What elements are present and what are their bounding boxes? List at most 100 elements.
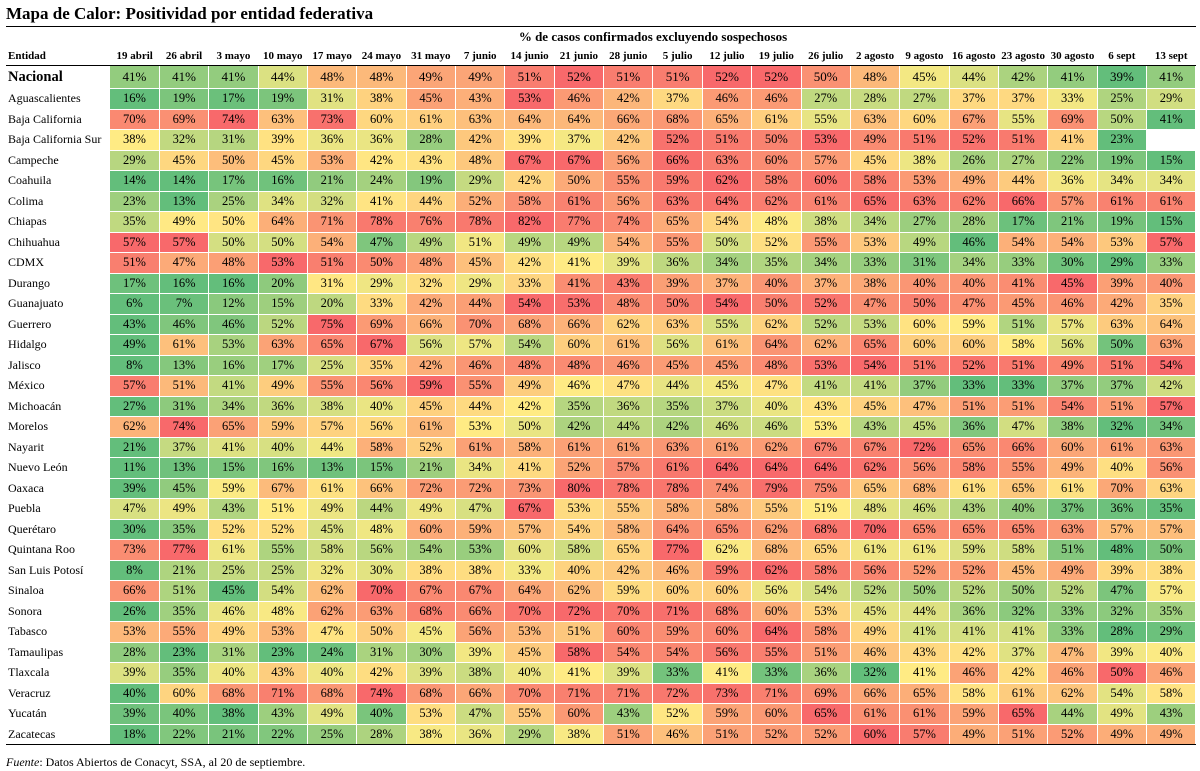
heatmap-cell: 64% [751, 457, 802, 479]
heatmap-cell: 56% [455, 621, 506, 643]
heatmap-cell: 44% [998, 170, 1049, 192]
heatmap-cell: 45% [406, 88, 457, 110]
heatmap-cell: 72% [455, 478, 506, 499]
heatmap-cell: 29% [504, 724, 555, 745]
heatmap-cell: 65% [850, 334, 901, 356]
heatmap-row: Coahuila 14% 14% 17% 16% 21% 24% 19% 29% 42% 50% 55… [6, 170, 1197, 192]
row-label: CDMX [6, 252, 110, 274]
heatmap-cell: 62% [949, 191, 999, 212]
heatmap-cell: 52% [949, 355, 999, 376]
heatmap-cell: 28% [949, 211, 999, 233]
heatmap-cell: 64% [652, 519, 703, 540]
heatmap-row: Chihuahua 57% 57% 50% 50% 54% 47% 49% 51% 49% 49% 5… [6, 232, 1197, 253]
heatmap-cell: 41% [208, 65, 259, 89]
heatmap-cell: 46% [652, 560, 703, 581]
heatmap-cell: 60% [652, 580, 703, 602]
heatmap-row: Tlaxcala 39% 35% 40% 43% 40% 42% 39% 38% 40% 41% 39… [6, 662, 1197, 684]
heatmap-cell: 48% [850, 498, 901, 520]
heatmap-cell: 42% [356, 150, 407, 171]
heatmap-cell: 46% [208, 314, 259, 335]
heatmap-cell: 49% [258, 375, 308, 397]
heatmap-cell: 52% [949, 129, 999, 151]
heatmap-cell: 40% [949, 273, 999, 294]
heatmap-cell: 28% [406, 129, 457, 151]
heatmap-cell: 44% [899, 601, 950, 622]
heatmap-cell: 62% [307, 601, 358, 622]
heatmap-cell: 33% [998, 375, 1049, 397]
heatmap-cell: 62% [702, 539, 753, 561]
heatmap-cell: 58% [1146, 683, 1197, 704]
heatmap-cell: 29% [110, 150, 160, 171]
heatmap-cell: 46% [949, 232, 999, 253]
heatmap-cell: 65% [998, 519, 1049, 540]
heatmap-cell: 36% [949, 601, 999, 622]
heatmap-cell: 41% [801, 375, 851, 397]
heatmap-cell: 46% [652, 724, 703, 745]
heatmap-cell: 56% [652, 334, 703, 356]
heatmap-cell: 58% [801, 560, 851, 581]
heatmap-cell: 41% [159, 65, 210, 89]
heatmap-cell [1146, 129, 1197, 151]
heatmap-cell: 47% [455, 498, 506, 520]
heatmap-cell: 40% [159, 703, 210, 725]
heatmap-row: Oaxaca 39% 45% 59% 67% 61% 66% 72% 72% 73% 80% 78% 7… [6, 478, 1197, 499]
heatmap-cell: 53% [801, 416, 851, 438]
heatmap-cell: 38% [554, 724, 605, 745]
heatmap-cell: 22% [159, 724, 210, 745]
heatmap-cell: 28% [110, 642, 160, 663]
heatmap-cell: 66% [455, 683, 506, 704]
heatmap-cell: 42% [406, 355, 457, 376]
heatmap-cell: 46% [554, 375, 605, 397]
heatmap-cell: 31% [208, 642, 259, 663]
heatmap-cell: 62% [850, 457, 901, 479]
heatmap-cell: 60% [949, 334, 999, 356]
heatmap-cell: 57% [1146, 580, 1197, 602]
heatmap-cell: 66% [652, 150, 703, 171]
heatmap-cell: 24% [307, 642, 358, 663]
heatmap-cell: 60% [702, 580, 753, 602]
heatmap-row: Durango 17% 16% 16% 20% 31% 29% 32% 29% 33% 41% 43%… [6, 273, 1197, 294]
heatmap-cell: 15% [1146, 211, 1197, 233]
heatmap-cell: 37% [554, 129, 605, 151]
heatmap-cell: 64% [702, 457, 753, 479]
heatmap-cell: 59% [702, 560, 753, 581]
heatmap-cell: 39% [504, 129, 555, 151]
heatmap-cell: 51% [1097, 355, 1148, 376]
heatmap-cell: 53% [455, 416, 506, 438]
column-header: 12 julio [702, 47, 752, 66]
heatmap-cell: 58% [850, 170, 901, 192]
heatmap-cell: 56% [356, 539, 407, 561]
heatmap-cell: 52% [652, 703, 703, 725]
heatmap-cell: 55% [801, 232, 851, 253]
heatmap-cell: 52% [751, 724, 802, 745]
heatmap-cell: 48% [504, 355, 555, 376]
heatmap-cell: 56% [356, 416, 407, 438]
heatmap-cell: 68% [652, 109, 703, 130]
heatmap-cell: 73% [702, 683, 753, 704]
heatmap-cell: 45% [159, 478, 210, 499]
heatmap-cell: 65% [949, 437, 999, 458]
heatmap-cell: 16% [208, 273, 259, 294]
heatmap-cell: 55% [998, 109, 1049, 130]
heatmap-cell: 78% [356, 211, 407, 233]
column-header: 3 mayo [208, 47, 259, 66]
heatmap-cell: 65% [603, 539, 654, 561]
heatmap-cell: 34% [702, 252, 753, 274]
heatmap-cell: 36% [1047, 170, 1098, 192]
heatmap-cell: 73% [110, 539, 160, 561]
heatmap-cell: 61% [850, 703, 901, 725]
heatmap-cell: 61% [603, 437, 654, 458]
heatmap-cell: 67% [258, 478, 308, 499]
heatmap-row: Quintana Roo 73% 77% 61% 55% 58% 56% 54% 53% 60% 5… [6, 539, 1197, 561]
row-label: Querétaro [6, 519, 110, 540]
heatmap-cell: 39% [603, 662, 654, 684]
heatmap-cell: 49% [1097, 703, 1148, 725]
heatmap-cell: 51% [998, 724, 1049, 745]
heatmap-cell: 65% [702, 519, 753, 540]
heatmap-cell: 36% [1097, 498, 1148, 520]
heatmap-cell: 60% [159, 683, 210, 704]
heatmap-cell: 61% [208, 539, 259, 561]
heatmap-cell: 41% [998, 273, 1049, 294]
heatmap-row: Nacional 41% 41% 41% 44% 48% 48% 49% 49% 51% 52% 51… [6, 65, 1197, 89]
heatmap-cell: 13% [307, 457, 358, 479]
